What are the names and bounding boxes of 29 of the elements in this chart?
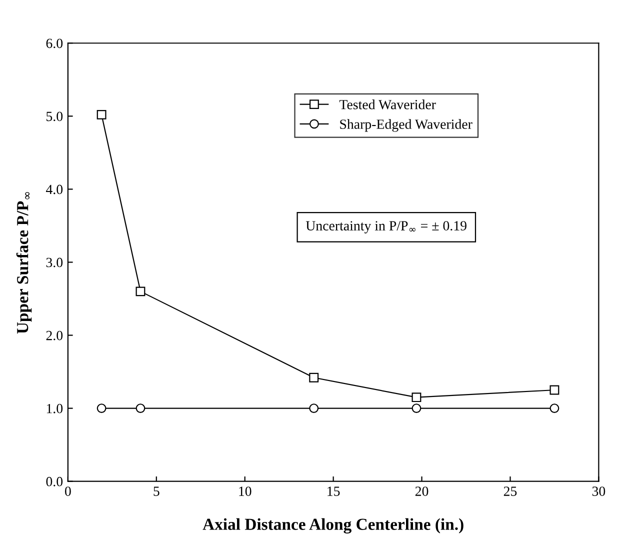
y-tick-label: 5.0 bbox=[46, 112, 63, 122]
x-tick-label: 15 bbox=[328, 486, 340, 496]
point bbox=[96, 110, 106, 120]
point bbox=[136, 286, 146, 296]
x-tick-label: 25 bbox=[504, 486, 517, 496]
y-axis-title: Upper Surface P/P$_{∞}$ bbox=[16, 192, 32, 334]
y-tick-label: 1.0 bbox=[46, 404, 63, 414]
annotation: Uncertainty in P/P$_{∞}$ = ± 0.19 bbox=[306, 221, 466, 234]
x-tick-label: 20 bbox=[415, 486, 428, 496]
point bbox=[550, 404, 560, 414]
x-tick-label: 5 bbox=[154, 486, 160, 496]
legend-label: Tested Waverider bbox=[339, 100, 436, 110]
point bbox=[412, 392, 422, 402]
x-tick-label: 0 bbox=[65, 486, 71, 496]
point bbox=[309, 372, 319, 382]
x-tick-label: 30 bbox=[592, 486, 606, 496]
point bbox=[412, 404, 422, 414]
point bbox=[309, 404, 319, 414]
y-tick-label: 3.0 bbox=[46, 258, 63, 268]
legend-label: Sharp-Edged Waverider bbox=[340, 119, 472, 132]
point bbox=[96, 404, 106, 414]
y-tick-label: 2.0 bbox=[46, 330, 63, 340]
y-tick-label: 0.0 bbox=[46, 476, 63, 486]
y-tick-label: 6.0 bbox=[46, 38, 63, 48]
point bbox=[136, 404, 146, 414]
x-tick-label: 10 bbox=[239, 486, 252, 496]
point bbox=[550, 385, 560, 395]
x-axis-title: Axial Distance Along Centerline (in.) bbox=[202, 518, 464, 534]
y-tick-label: 4.0 bbox=[46, 184, 63, 194]
